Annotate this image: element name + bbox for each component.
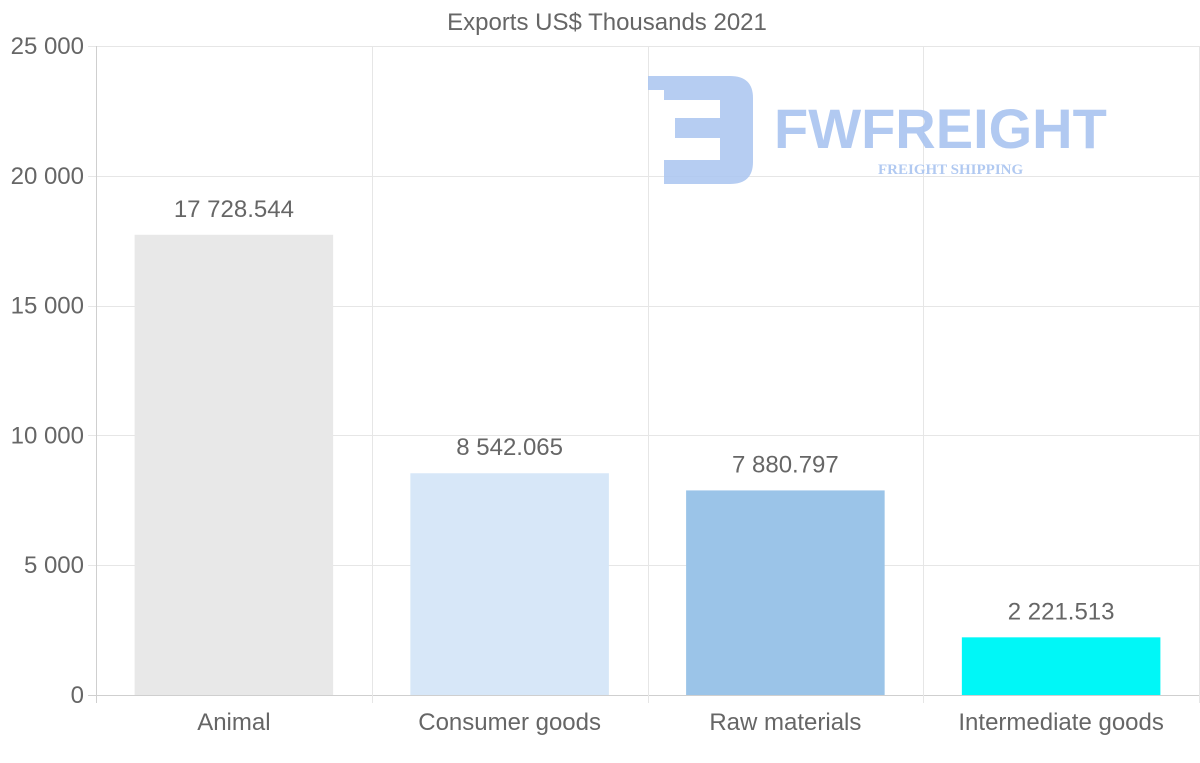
watermark-logo: FWFREIGHT FREIGHT SHIPPING — [648, 76, 1107, 184]
y-tick-label: 10 000 — [11, 422, 84, 449]
bar-consumer-goods[interactable] — [410, 473, 609, 695]
y-tick-label: 15 000 — [11, 293, 84, 320]
y-tick-label: 0 — [71, 682, 84, 709]
bar-series — [134, 234, 1161, 695]
watermark-brand: FWFREIGHT — [774, 97, 1107, 160]
bar-value-label: 7 880.797 — [732, 451, 839, 478]
bar-intermediate-goods[interactable] — [961, 637, 1161, 695]
bar-value-label: 17 728.544 — [174, 196, 294, 223]
bar-animal[interactable] — [134, 234, 334, 695]
x-category-label: Intermediate goods — [958, 709, 1163, 736]
y-tick-label: 5 000 — [24, 552, 84, 579]
bar-value-label: 8 542.065 — [456, 434, 563, 461]
x-category-label: Consumer goods — [418, 709, 601, 736]
bar-raw-materials[interactable] — [686, 490, 885, 695]
bar-value-label: 2 221.513 — [1008, 598, 1115, 625]
fwfreight-logo-icon — [648, 76, 753, 184]
data-labels: 17 728.544 8 542.065 7 880.797 2 221.513 — [174, 196, 1115, 626]
x-axis-categories: Animal Consumer goods Raw materials Interme… — [197, 709, 1164, 736]
watermark-tagline: FREIGHT SHIPPING — [878, 162, 1023, 178]
chart-title: Exports US$ Thousands 2021 — [447, 9, 767, 36]
y-axis-ticks: 0 5 000 10 000 15 000 20 000 25 000 — [11, 33, 84, 709]
y-tick-label: 20 000 — [11, 163, 84, 190]
x-category-label: Animal — [197, 709, 270, 736]
x-category-label: Raw materials — [709, 709, 861, 736]
y-tick-label: 25 000 — [11, 33, 84, 60]
